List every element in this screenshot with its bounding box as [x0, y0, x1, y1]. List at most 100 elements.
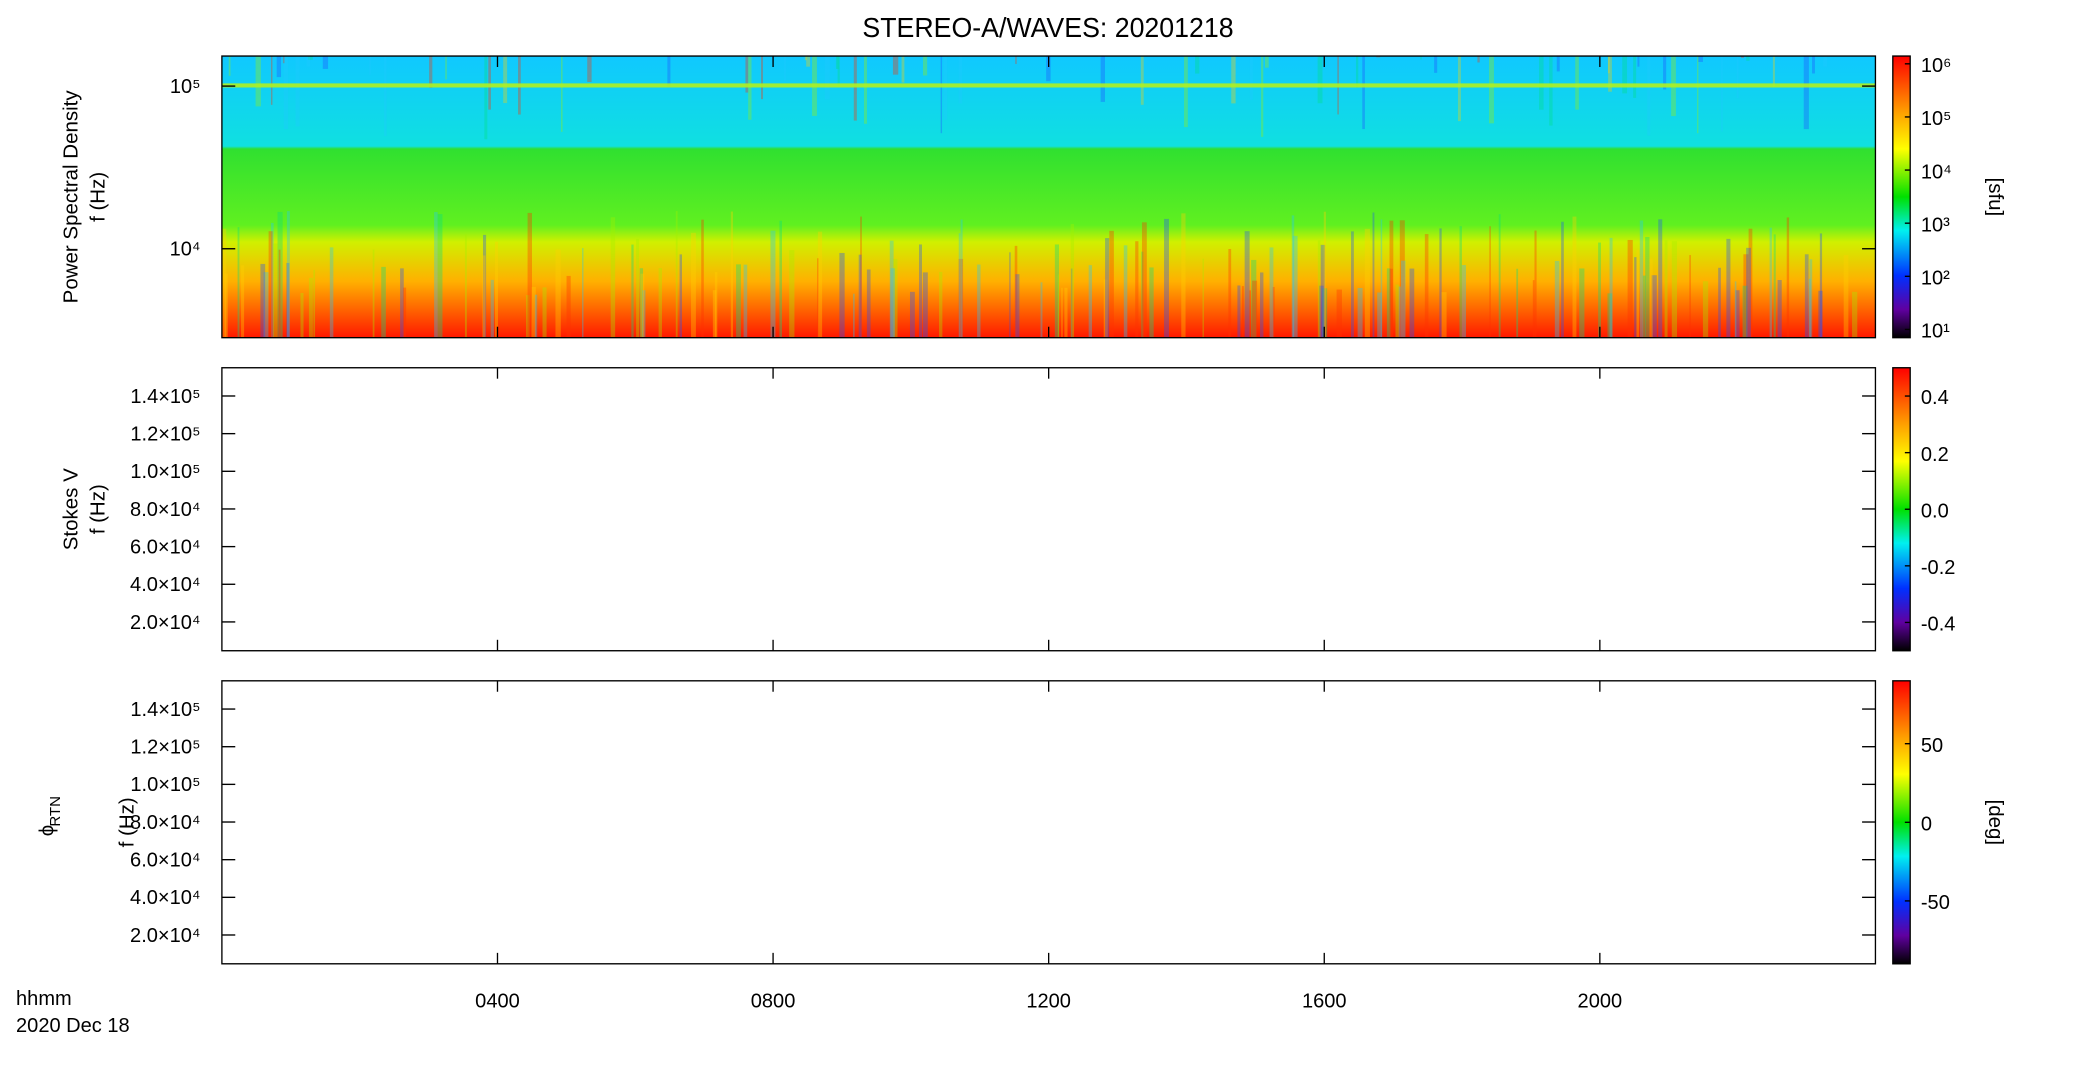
spectrogram-streak: [260, 263, 266, 338]
spectrogram-streak: [835, 56, 839, 69]
spectrogram-streak: [1609, 237, 1613, 338]
spectrogram-streak: [837, 56, 840, 87]
y-axis-label-line: f (Hz): [117, 797, 139, 847]
spectrogram-streak: [939, 271, 943, 338]
colorbar-tick-label: 10²: [1921, 267, 1950, 289]
colorbar-tick-label: 10¹: [1921, 320, 1950, 342]
spectrogram-streak: [403, 287, 407, 338]
spectrogram-streak: [1818, 290, 1823, 338]
colorbar-label: [sfu]: [1984, 177, 2006, 216]
spectrogram-streak: [1261, 56, 1264, 137]
x-tick-label: 0800: [751, 990, 796, 1012]
spectrogram-streak: [1773, 234, 1776, 338]
spectrogram-streak: [960, 219, 963, 338]
spectrogram-streak: [1622, 56, 1628, 94]
spectrogram-streak: [1070, 224, 1075, 338]
colorbar-tick-label: 0.4: [1921, 387, 1949, 409]
spectrogram-streak: [1164, 218, 1169, 338]
spectrogram-streak: [1398, 286, 1401, 338]
spectrogram: [221, 56, 1876, 338]
spectrogram-streak: [490, 279, 494, 338]
spectrogram-streak: [679, 254, 683, 338]
spectrogram-streak: [1233, 56, 1236, 75]
spectrogram-streak: [853, 56, 857, 121]
spectrogram-streak: [863, 56, 867, 124]
spectrogram-streak: [1532, 280, 1535, 338]
spectrogram-streak: [1534, 230, 1537, 338]
spectrogram-streak: [308, 277, 313, 338]
spectrogram-streak: [286, 211, 290, 338]
y-tick-label: 6.0×10⁴: [130, 849, 200, 871]
spectrogram-streak: [1351, 231, 1354, 338]
spectrogram-streak: [639, 268, 644, 338]
spectrogram-streak: [860, 216, 862, 338]
y-axis-label-subscript: RTN: [48, 796, 64, 827]
spectrogram-streak: [1401, 260, 1406, 338]
spectrogram-streak: [1647, 56, 1651, 136]
spectrogram-band: [221, 83, 1876, 88]
spectrogram-streak: [1746, 56, 1750, 61]
spectrogram-streak: [484, 56, 488, 140]
spectrogram-streak: [675, 211, 678, 338]
plot-frame: [221, 680, 1877, 965]
spectrogram-streak: [582, 248, 584, 338]
spectrogram-streak: [701, 219, 704, 338]
spectrogram-streak: [263, 272, 269, 338]
spectrogram-streak: [817, 231, 823, 338]
colorbar-tick-label: 0.0: [1921, 500, 1949, 522]
spectrogram-streak: [278, 249, 281, 338]
y-axis-label-symbol: ϕ: [37, 825, 59, 836]
spectrogram-streak: [286, 262, 290, 338]
spectrogram-streak: [300, 292, 304, 338]
spectrogram-streak: [272, 243, 278, 338]
colorbar-label: [deg]: [1984, 800, 2006, 846]
spectrogram-streak: [1420, 56, 1422, 60]
spectrogram-streak: [1809, 259, 1813, 338]
spectrogram-streak: [1057, 274, 1060, 338]
spectrogram-streak: [255, 56, 261, 107]
spectrogram-streak: [1554, 260, 1560, 338]
y-tick-label: 1.4×10⁵: [130, 386, 200, 408]
spectrogram-streak: [1803, 56, 1809, 130]
spectrogram-streak: [1572, 216, 1577, 338]
spectrogram-streak: [283, 56, 289, 130]
spectrogram-streak: [1498, 214, 1501, 338]
chart-title: STEREO-A/WAVES: 20201218: [862, 13, 1233, 43]
spectrogram-streak: [1202, 258, 1204, 338]
spectrogram-streak: [1664, 240, 1668, 338]
spectrogram-streak: [277, 211, 283, 338]
colorbar-tick-label: 10⁶: [1921, 55, 1952, 77]
spectrogram-streak: [789, 250, 795, 338]
spectrogram-streak: [276, 56, 282, 78]
spectrogram-streak: [1627, 239, 1633, 338]
spectrogram-streak: [1231, 56, 1236, 104]
spectrogram-streak: [761, 56, 763, 100]
y-tick-label: 8.0×10⁴: [130, 812, 200, 834]
spectrogram-streak: [1439, 228, 1442, 338]
spectrogram-streak: [1149, 267, 1154, 338]
spectrogram-streak: [667, 56, 671, 88]
spectrogram-streak: [909, 291, 915, 338]
spectrogram-streak: [1461, 265, 1466, 338]
spectrogram-streak: [1097, 56, 1102, 58]
spectrogram-streak: [434, 212, 438, 338]
spectrogram-streak: [1689, 255, 1691, 338]
spectrogram-streak: [748, 56, 752, 120]
spectrogram-streak: [400, 268, 404, 338]
spectrogram-streak: [1319, 285, 1324, 338]
spectrogram-streak: [531, 286, 536, 338]
x-axis-label: hhmm: [16, 988, 72, 1010]
spectrogram-streak: [890, 268, 896, 338]
spectrogram-streak: [1251, 259, 1257, 338]
spectrogram-streak: [958, 258, 964, 338]
spectrogram-streak: [1123, 245, 1128, 338]
spectrogram-streak: [1477, 56, 1480, 63]
spectrogram-streak: [1697, 56, 1699, 134]
spectrogram-streak: [824, 56, 830, 100]
spectrogram-streak: [1389, 268, 1393, 338]
spectrogram-streak: [1516, 268, 1519, 338]
spectrogram-streak: [1061, 287, 1063, 338]
colorbar-tick-label: 10⁴: [1921, 161, 1952, 183]
spectrogram-streak: [1409, 268, 1415, 338]
